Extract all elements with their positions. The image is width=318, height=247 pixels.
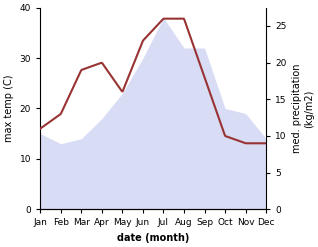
X-axis label: date (month): date (month) [117, 233, 190, 243]
Y-axis label: max temp (C): max temp (C) [4, 75, 14, 142]
Y-axis label: med. precipitation
(kg/m2): med. precipitation (kg/m2) [292, 64, 314, 153]
